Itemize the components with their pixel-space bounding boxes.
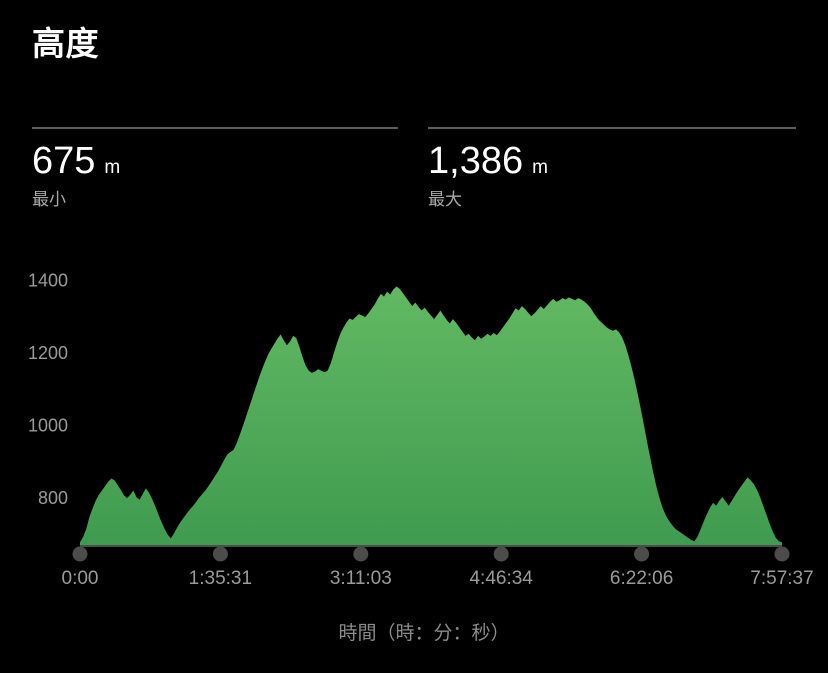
page-title: 高度 <box>32 25 99 62</box>
stat-label-min: 最小 <box>32 190 66 209</box>
x-tick-label: 6:22:06 <box>610 568 673 589</box>
x-tick-label: 7:57:37 <box>750 568 813 589</box>
stat-unit-max: m <box>532 157 548 178</box>
stat-divider-min <box>32 127 398 129</box>
x-tick-dot[interactable] <box>493 546 509 562</box>
x-tick-label: 0:00 <box>62 568 99 589</box>
y-tick-label: 800 <box>38 488 68 508</box>
stat-card-min: 675 m 最小 <box>32 127 398 208</box>
stat-value-row-min: 675 m <box>32 142 398 180</box>
x-axis-ticks: 0:00 1:35:31 3:11:03 4:46:34 6:22:06 7:57:37 <box>62 546 814 589</box>
x-tick-dot[interactable] <box>353 546 369 562</box>
stat-label-max: 最大 <box>428 190 462 209</box>
elevation-area-path <box>80 286 782 546</box>
x-tick-dot[interactable] <box>212 546 228 562</box>
x-tick-label: 4:46:34 <box>469 568 533 589</box>
x-tick-dot[interactable] <box>634 546 650 562</box>
stat-unit-min: m <box>104 157 121 178</box>
x-axis-title: 時間（時：分：秒） <box>338 622 509 644</box>
stat-value-max: 1,386 <box>428 140 524 182</box>
y-tick-label: 1400 <box>28 270 68 290</box>
stat-value-row-max: 1,386 m <box>428 142 796 180</box>
y-tick-label: 1000 <box>28 415 68 435</box>
elevation-chart[interactable]: 1400 1200 1000 800 0:00 1:35:31 3:11:03 4:46:3… <box>0 248 828 673</box>
x-tick-label: 3:11:03 <box>330 568 392 589</box>
y-tick-label: 1200 <box>28 343 68 363</box>
x-tick-label: 1:35:31 <box>189 568 252 589</box>
x-tick-dot[interactable] <box>774 546 790 562</box>
stat-divider-max <box>428 127 796 129</box>
y-axis-ticks: 1400 1200 1000 800 <box>28 270 68 508</box>
stat-card-max: 1,386 m 最大 <box>428 127 796 208</box>
elevation-chart-svg[interactable]: 1400 1200 1000 800 0:00 1:35:31 3:11:03 4:46:3… <box>0 248 828 673</box>
stat-value-min: 675 <box>32 140 96 182</box>
x-tick-dot[interactable] <box>72 546 88 562</box>
